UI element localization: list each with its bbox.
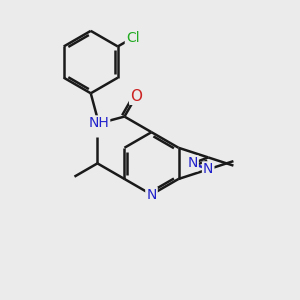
Text: N: N: [203, 162, 213, 176]
Text: N: N: [146, 188, 157, 202]
Text: N: N: [188, 156, 198, 170]
Text: O: O: [130, 89, 142, 104]
Text: NH: NH: [88, 116, 109, 130]
Text: Cl: Cl: [126, 31, 140, 45]
